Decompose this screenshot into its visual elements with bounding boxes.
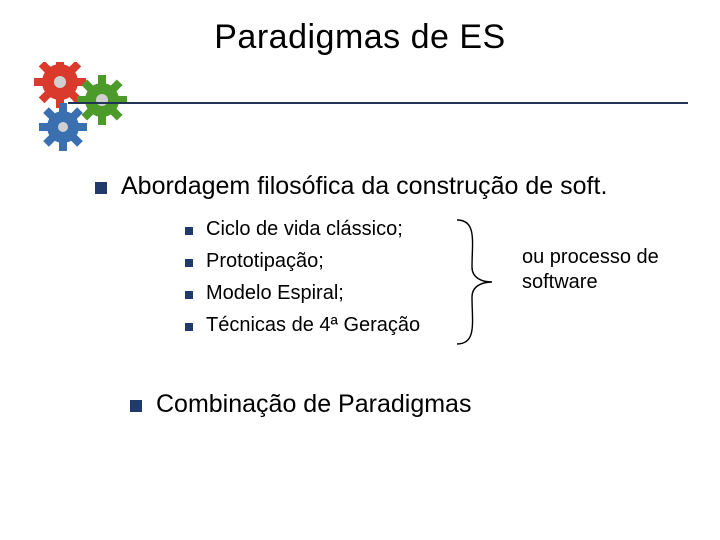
square-bullet-icon — [130, 400, 142, 412]
slide-title: Paradigmas de ES — [214, 18, 506, 56]
bullet-level1-a: Abordagem filosófica da construção de so… — [95, 172, 607, 201]
slide-title-area: Paradigmas de ES — [0, 18, 720, 57]
annotation-line2: software — [522, 271, 598, 293]
bullet-level1-b-text: Combinação de Paradigmas — [156, 390, 471, 419]
sub-bullet-list: Ciclo de vida clássico; Prototipação; Mo… — [185, 218, 420, 346]
annotation-text: ou processo de software — [522, 245, 659, 295]
slide: Paradigmas de ES Abordagem filosófica da… — [0, 0, 720, 540]
curly-brace-icon — [442, 212, 512, 352]
sub-bullet-item: Ciclo de vida clássico; — [185, 218, 420, 241]
square-bullet-icon — [185, 291, 193, 299]
bullet-level1-a-text: Abordagem filosófica da construção de so… — [121, 172, 607, 201]
sub-bullet-text: Técnicas de 4ª Geração — [206, 314, 420, 337]
square-bullet-icon — [185, 323, 193, 331]
sub-bullet-item: Prototipação; — [185, 250, 420, 273]
sub-bullet-text: Prototipação; — [206, 250, 324, 273]
sub-bullet-text: Ciclo de vida clássico; — [206, 218, 403, 241]
square-bullet-icon — [95, 182, 107, 194]
gears-decorative-icon — [30, 62, 150, 162]
title-underline — [68, 102, 688, 104]
square-bullet-icon — [185, 259, 193, 267]
sub-bullet-item: Técnicas de 4ª Geração — [185, 314, 420, 337]
bullet-level1-b: Combinação de Paradigmas — [130, 390, 471, 419]
square-bullet-icon — [185, 227, 193, 235]
sub-bullet-item: Modelo Espiral; — [185, 282, 420, 305]
sub-bullet-text: Modelo Espiral; — [206, 282, 344, 305]
annotation-line1: ou processo de — [522, 246, 659, 268]
